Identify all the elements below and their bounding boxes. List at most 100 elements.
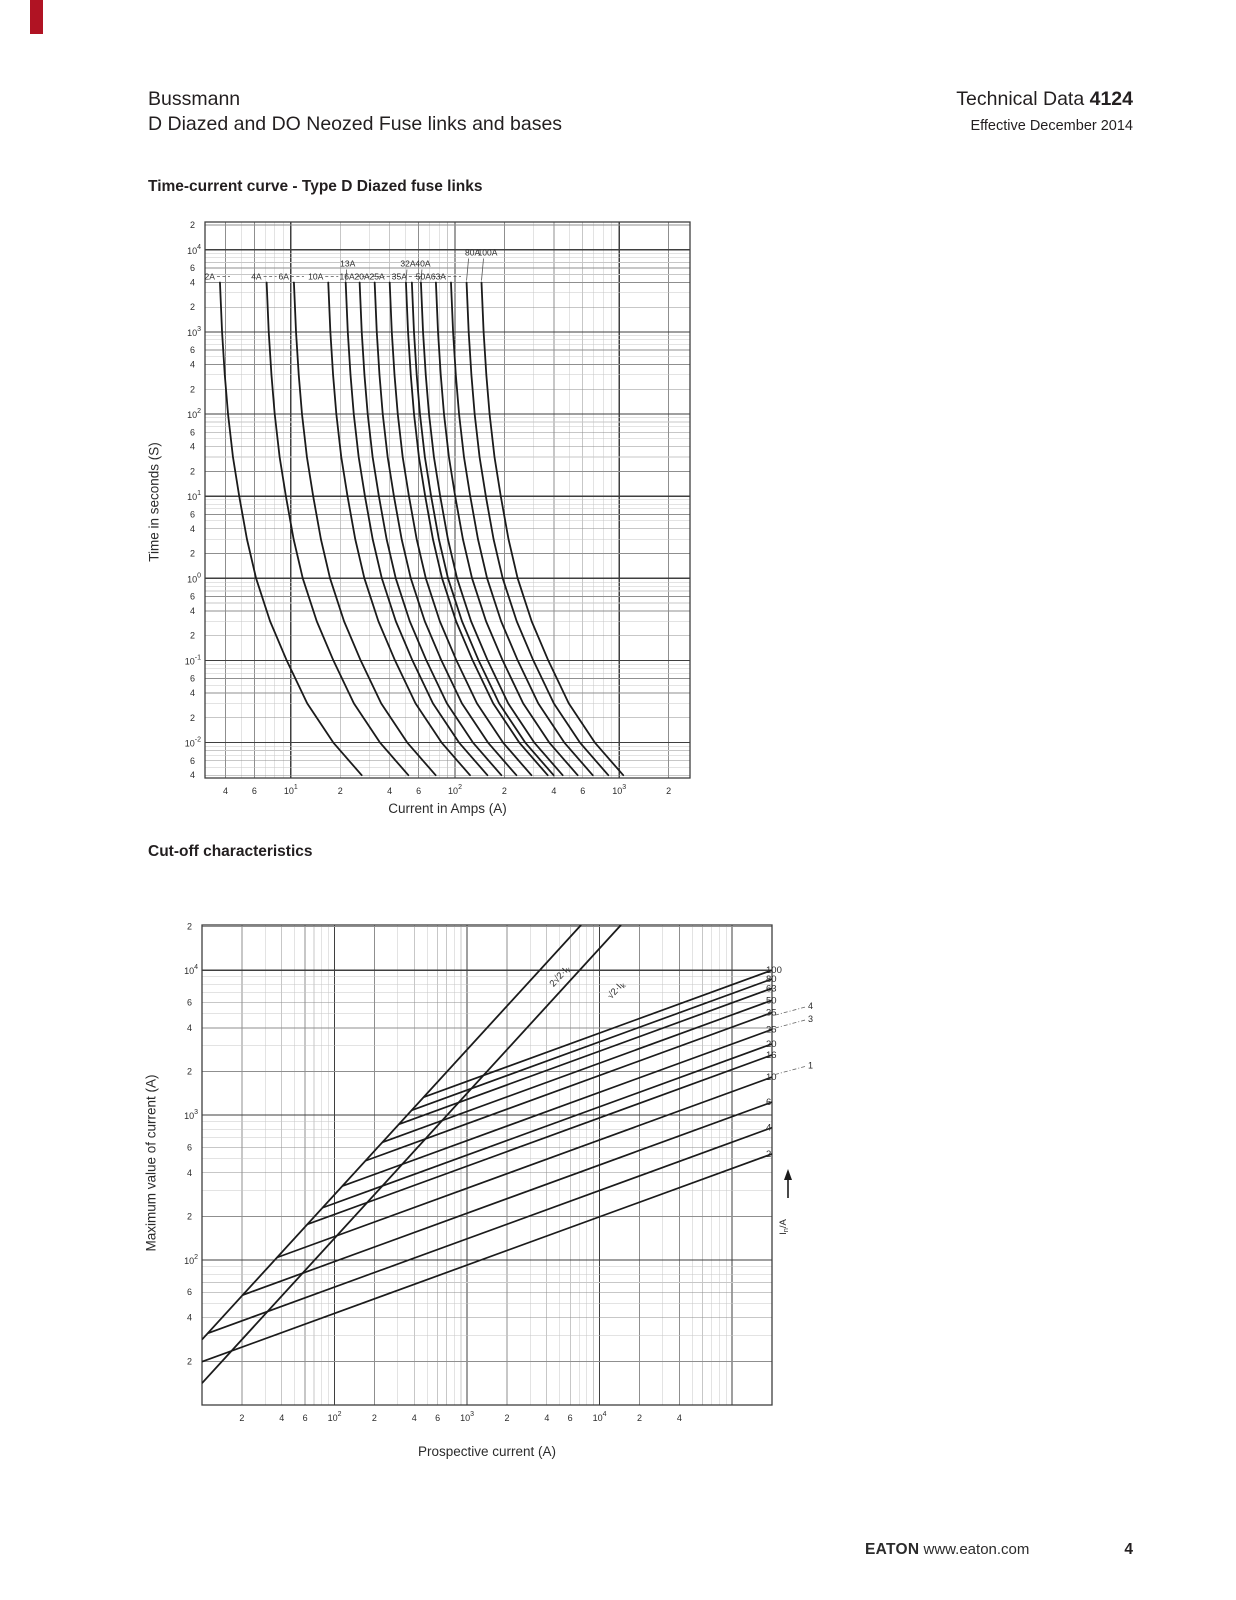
footer-url: www.eaton.com (923, 1541, 1030, 1558)
svg-text:10-1: 10-1 (185, 654, 201, 666)
svg-text:6: 6 (190, 427, 195, 437)
svg-text:103: 103 (184, 1109, 198, 1121)
chart2-y-axis-title: Maximum value of current (A) (143, 1074, 159, 1252)
secondary-leader-4 (774, 1006, 806, 1016)
cutoff-line-50 (382, 999, 772, 1144)
svg-text:6: 6 (187, 1287, 192, 1297)
fuse-curves (219, 281, 625, 777)
svg-text:4: 4 (677, 1413, 682, 1423)
fuse-curve-13A (344, 281, 489, 777)
effective-date: Effective December 2014 (970, 118, 1133, 134)
svg-text:4: 4 (223, 786, 228, 796)
secondary-leader-3 (774, 1019, 806, 1029)
svg-text:2: 2 (239, 1413, 244, 1423)
cutoff-rated-label-10: 10 (766, 1072, 777, 1083)
brand-title: Bussmann (148, 88, 241, 110)
fuse-curve-35A (410, 281, 555, 777)
fuse-curve-10A (327, 281, 471, 777)
curve-label-4A: 4A (251, 271, 262, 281)
fuse-curve-6A (293, 281, 437, 777)
svg-text:4: 4 (190, 277, 195, 287)
fuse-curve-100A (480, 281, 625, 777)
cutoff-line-16 (307, 1054, 772, 1226)
footer: EATON www.eaton.com (865, 1541, 1029, 1559)
svg-text:2: 2 (190, 631, 195, 641)
svg-text:102: 102 (448, 784, 462, 796)
x-axis-title: Current in Amps (A) (388, 801, 507, 816)
fuse-curve-2A (219, 281, 363, 777)
fuse-curve-16A (358, 281, 503, 777)
up-arrow-head-icon (784, 1169, 792, 1180)
svg-text:4: 4 (190, 606, 195, 616)
cutoff-line-2 (202, 1153, 772, 1363)
svg-text:101: 101 (187, 490, 201, 502)
cutoff-line-25 (342, 1028, 772, 1187)
svg-text:6: 6 (580, 786, 585, 796)
grid (205, 222, 690, 778)
cutoff-rated-label-4: 4 (766, 1123, 771, 1134)
curve-label-10A: 10A (308, 271, 323, 281)
curve-label-20A: 20A (355, 271, 370, 281)
svg-text:4: 4 (551, 786, 556, 796)
svg-text:6: 6 (190, 263, 195, 273)
cutoff-line-10 (276, 1076, 772, 1259)
svg-text:102: 102 (184, 1254, 198, 1266)
section-title-cutoff: Cut-off characteristics (148, 843, 313, 860)
svg-text:102: 102 (187, 408, 201, 420)
svg-text:103: 103 (187, 326, 201, 338)
cutoff-rated-label-35: 35 (766, 1008, 777, 1019)
tick-labels: 4 6 101 2 4 6 102 2 4 6 103 2 4 6 10-2 2 4 6 10-1 2 4 6 100 2 4 6… (185, 220, 671, 796)
cutoff-line-63 (398, 987, 772, 1126)
fuse-curve-25A (388, 281, 533, 777)
svg-text:6: 6 (416, 786, 421, 796)
cutoff-rated-label-2: 2 (766, 1149, 771, 1160)
grid (202, 925, 773, 1405)
svg-text:104: 104 (187, 244, 201, 256)
cutoff-line-35 (365, 1011, 772, 1162)
curve-label-13A: 13A (340, 258, 355, 268)
bookmark-ribbon (30, 0, 43, 34)
technical-data-label: Technical Data (956, 88, 1090, 110)
svg-text:103: 103 (460, 1411, 474, 1423)
fuse-curve-80A (465, 281, 610, 777)
svg-text:2: 2 (666, 786, 671, 796)
svg-text:6: 6 (190, 345, 195, 355)
svg-text:6: 6 (187, 997, 192, 1007)
curve-label-25A: 25A (370, 271, 385, 281)
svg-text:101: 101 (284, 784, 298, 796)
svg-text:2: 2 (502, 786, 507, 796)
svg-text:4: 4 (544, 1413, 549, 1423)
page-number: 4 (1124, 1541, 1133, 1558)
svg-text:2: 2 (187, 1356, 192, 1366)
svg-text:2: 2 (187, 1211, 192, 1221)
technical-data-ref: Technical Data 4124 (956, 88, 1133, 111)
svg-text:100: 100 (187, 572, 201, 584)
svg-text:6: 6 (568, 1413, 573, 1423)
svg-text:4: 4 (279, 1413, 284, 1423)
svg-text:6: 6 (187, 1142, 192, 1152)
x-axis-title: Prospective current (A) (418, 1444, 556, 1459)
svg-text:2: 2 (637, 1413, 642, 1423)
svg-text:6: 6 (190, 509, 195, 519)
cutoff-line-100 (423, 969, 772, 1098)
secondary-leader-1 (774, 1066, 806, 1075)
svg-text:4: 4 (412, 1413, 417, 1423)
svg-text:6: 6 (190, 674, 195, 684)
fuse-curve-labels: 2A 4A 6A 10A 13A 16A 20A 25A 32A 35A 40A 50A 63A 80A1… (205, 247, 498, 282)
svg-text:10-2: 10-2 (185, 737, 201, 749)
plot-frame (204, 221, 691, 779)
svg-text:103: 103 (612, 784, 626, 796)
svg-text:2: 2 (338, 786, 343, 796)
svg-text:4: 4 (187, 1023, 192, 1033)
cutoff-rated-label-20: 20 (766, 1039, 777, 1050)
svg-text:2: 2 (187, 1066, 192, 1076)
svg-text:4: 4 (190, 442, 195, 452)
svg-text:6: 6 (190, 592, 195, 602)
svg-text:2: 2 (504, 1413, 509, 1423)
svg-text:2: 2 (190, 302, 195, 312)
secondary-label-3: 3 (808, 1014, 813, 1024)
svg-text:4: 4 (387, 786, 392, 796)
curve-label-35A: 35A (392, 271, 407, 281)
svg-text:6: 6 (190, 756, 195, 766)
